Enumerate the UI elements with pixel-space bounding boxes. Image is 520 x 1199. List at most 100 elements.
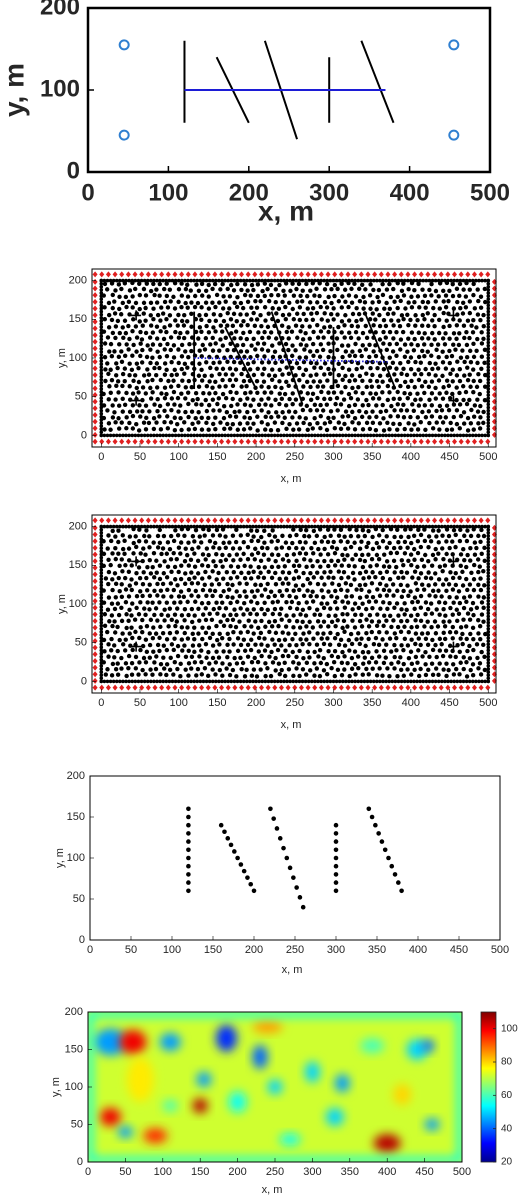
- boundary-node: [310, 433, 314, 438]
- mesh-node: [318, 413, 323, 419]
- boundary-node: [421, 524, 426, 529]
- mesh-node: [134, 594, 140, 599]
- boundary-node: [458, 679, 463, 684]
- mesh-node: [214, 292, 220, 298]
- boundary-node: [149, 524, 153, 529]
- mesh-node: [207, 391, 212, 396]
- mesh-node: [294, 545, 299, 551]
- mesh-node: [146, 372, 152, 377]
- boundary-node: [486, 623, 491, 628]
- mesh-node: [143, 672, 148, 677]
- mesh-node: [165, 426, 171, 431]
- mesh-node: [268, 673, 274, 679]
- ghost-node: [145, 438, 151, 445]
- mesh-node: [206, 600, 211, 606]
- mesh-node: [450, 367, 455, 372]
- mesh-node: [235, 564, 241, 570]
- mesh-node: [162, 408, 167, 413]
- mesh-node: [319, 601, 324, 606]
- mesh-node: [293, 568, 299, 574]
- ghost-node: [412, 438, 418, 445]
- boundary-node: [405, 679, 410, 684]
- mesh-node: [464, 599, 469, 605]
- boundary-node: [263, 679, 268, 684]
- mesh-node: [448, 420, 453, 426]
- mesh-node: [197, 313, 202, 318]
- mesh-node: [460, 583, 466, 588]
- mesh-node: [151, 426, 157, 432]
- boundary-node: [405, 524, 410, 529]
- mesh-node: [411, 348, 417, 353]
- mesh-node: [157, 648, 162, 654]
- mesh-node: [266, 311, 271, 316]
- boundary-node: [99, 648, 104, 653]
- mesh-node: [286, 653, 291, 659]
- boundary-node: [269, 278, 274, 283]
- mesh-node: [110, 623, 115, 629]
- heat-blob: [196, 1072, 212, 1087]
- boundary-node: [486, 288, 491, 292]
- boundary-node: [133, 433, 138, 438]
- mesh-node: [467, 299, 473, 304]
- mesh-node: [155, 618, 160, 623]
- mesh-node: [301, 631, 306, 636]
- mesh-node: [482, 360, 487, 365]
- mesh-node: [258, 313, 263, 318]
- mesh-node: [291, 613, 296, 618]
- mesh-node: [418, 397, 423, 402]
- mesh-node: [227, 553, 232, 558]
- mesh-node: [253, 582, 258, 587]
- mesh-node: [273, 582, 279, 587]
- mesh-node: [241, 330, 246, 336]
- mesh-node: [162, 559, 167, 564]
- mesh-node: [265, 348, 271, 353]
- mesh-node: [106, 533, 111, 538]
- mesh-node: [380, 379, 385, 384]
- boundary-node: [418, 278, 422, 283]
- mesh-node: [164, 293, 170, 299]
- y-tick-label: 100: [40, 75, 80, 102]
- mesh-node: [113, 667, 119, 672]
- mesh-node: [117, 306, 122, 312]
- mesh-node: [146, 420, 152, 426]
- mesh-node: [374, 378, 380, 384]
- mesh-node: [282, 660, 287, 666]
- mesh-node: [429, 379, 435, 384]
- mesh-node: [442, 342, 448, 347]
- mesh-node: [242, 563, 247, 569]
- mesh-node: [218, 559, 223, 564]
- mesh-node: [200, 293, 205, 298]
- mesh-node: [106, 325, 112, 330]
- mesh-node: [129, 625, 134, 630]
- mesh-node: [209, 617, 215, 623]
- mesh-node: [127, 288, 133, 293]
- mesh-node: [108, 341, 114, 347]
- mesh-node: [192, 575, 197, 580]
- mesh-node: [157, 600, 162, 605]
- mesh-node: [268, 282, 274, 288]
- mesh-node: [465, 528, 470, 533]
- boundary-node: [375, 278, 379, 283]
- mesh-node: [256, 330, 261, 335]
- mesh-node: [357, 348, 363, 354]
- mesh-node: [397, 421, 402, 427]
- mesh-node: [326, 366, 331, 372]
- mesh-node: [234, 612, 239, 618]
- boundary-node: [350, 433, 354, 438]
- boundary-node: [486, 543, 491, 547]
- ghost-node: [99, 684, 105, 691]
- mesh-node: [416, 648, 421, 653]
- mesh-node: [367, 293, 373, 298]
- mesh-node: [442, 636, 448, 642]
- boundary-node: [449, 433, 453, 438]
- mesh-node: [383, 323, 389, 329]
- y-tick-label: 150: [67, 811, 85, 823]
- mesh-node: [189, 324, 194, 329]
- mesh-node: [406, 336, 411, 341]
- mesh-node: [336, 361, 341, 366]
- boundary-node: [244, 278, 249, 283]
- x-tick-label: 300: [303, 1166, 321, 1178]
- mesh-node: [300, 619, 305, 625]
- mesh-node: [286, 371, 292, 377]
- well-marker: [131, 556, 142, 567]
